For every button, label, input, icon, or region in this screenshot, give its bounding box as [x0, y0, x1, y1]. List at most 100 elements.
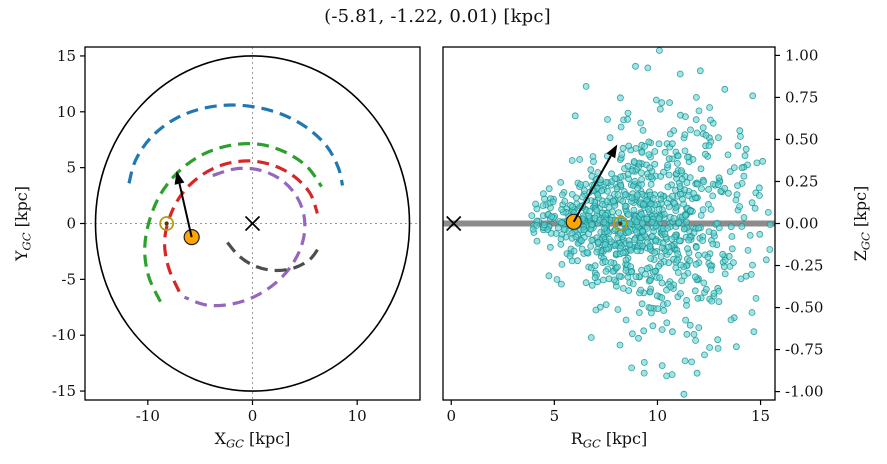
star-point — [624, 115, 631, 123]
star-point — [549, 198, 557, 206]
star-point — [571, 112, 579, 120]
star-point — [557, 235, 565, 243]
star-point — [601, 241, 609, 249]
sun-marker-dot — [618, 221, 623, 226]
star-point — [643, 265, 651, 272]
star-point — [759, 157, 767, 165]
star-point — [593, 248, 601, 256]
star-point — [682, 316, 689, 324]
star-point — [714, 336, 722, 344]
star-point — [602, 258, 609, 266]
x-tick-label: 10 — [348, 407, 367, 425]
star-point — [690, 330, 698, 338]
star-point — [663, 372, 670, 380]
star-point — [746, 231, 754, 239]
star-point — [656, 105, 664, 113]
star-point — [665, 243, 672, 251]
star-point — [713, 219, 721, 227]
star-point — [700, 279, 708, 287]
star-point — [658, 279, 666, 287]
star-point — [737, 275, 745, 283]
star-point — [694, 294, 702, 302]
star-point — [738, 223, 746, 230]
star-point — [651, 148, 659, 155]
star-point — [658, 326, 666, 334]
star-point — [594, 238, 602, 246]
star-point — [721, 85, 729, 93]
star-point — [666, 130, 674, 138]
star-point — [680, 272, 688, 280]
star-point — [664, 161, 671, 169]
star-point — [656, 274, 663, 281]
star-point — [638, 300, 646, 308]
star-point — [697, 165, 705, 173]
star-point — [632, 62, 639, 70]
star-point — [638, 176, 645, 183]
star-point — [686, 174, 694, 182]
star-point — [663, 319, 671, 327]
star-point — [693, 94, 700, 101]
star-point — [604, 116, 611, 123]
star-point — [533, 221, 541, 229]
star-point — [644, 64, 652, 72]
star-point — [637, 119, 645, 127]
star-point — [676, 237, 683, 245]
star-point — [541, 221, 548, 229]
star-point — [680, 225, 688, 233]
star-point — [666, 99, 673, 106]
star-point — [764, 208, 772, 216]
star-point — [615, 209, 622, 217]
star-point — [749, 92, 757, 100]
star-point — [681, 357, 689, 365]
star-point — [648, 218, 656, 226]
star-point — [742, 145, 750, 153]
star-point — [646, 164, 654, 172]
star-point — [647, 173, 655, 181]
sun-marker — [159, 216, 175, 231]
star-point — [651, 160, 659, 168]
star-point — [705, 142, 713, 149]
star-point — [692, 260, 700, 268]
star-point — [691, 287, 699, 295]
star-point — [730, 164, 738, 172]
star-point — [560, 225, 568, 233]
star-point — [558, 280, 565, 288]
y-tick-label: -10 — [52, 326, 76, 344]
star-point — [709, 240, 717, 248]
star-point — [709, 192, 717, 200]
star-point — [576, 156, 583, 163]
star-point — [740, 214, 748, 221]
star-point — [674, 256, 681, 264]
star-point — [670, 214, 678, 222]
star-point — [658, 99, 666, 107]
star-point — [721, 184, 729, 192]
star-point — [680, 390, 688, 398]
y-tick-label: 5 — [66, 159, 76, 177]
star-point — [622, 256, 630, 264]
star-point — [607, 259, 615, 266]
star-point — [691, 273, 699, 281]
star-point — [528, 212, 536, 220]
star-point — [649, 232, 656, 240]
star-point — [695, 107, 703, 115]
star-point — [688, 358, 695, 366]
star-point — [622, 316, 630, 324]
star-point — [646, 276, 654, 284]
x-tick-label: 0 — [446, 407, 456, 425]
velocity-arrow — [178, 183, 193, 238]
star-point — [654, 305, 662, 313]
star-point — [658, 294, 666, 302]
star-point — [721, 256, 729, 264]
star-point — [651, 249, 659, 257]
star-point — [554, 224, 562, 232]
star-point — [614, 306, 622, 313]
star-point — [737, 133, 744, 140]
star-point — [582, 279, 590, 287]
star-point — [585, 212, 593, 220]
star-point — [733, 343, 740, 351]
star-point — [668, 371, 676, 379]
star-point — [715, 174, 723, 182]
galactic-center-marker — [446, 215, 462, 232]
velocity-arrow — [572, 155, 612, 223]
